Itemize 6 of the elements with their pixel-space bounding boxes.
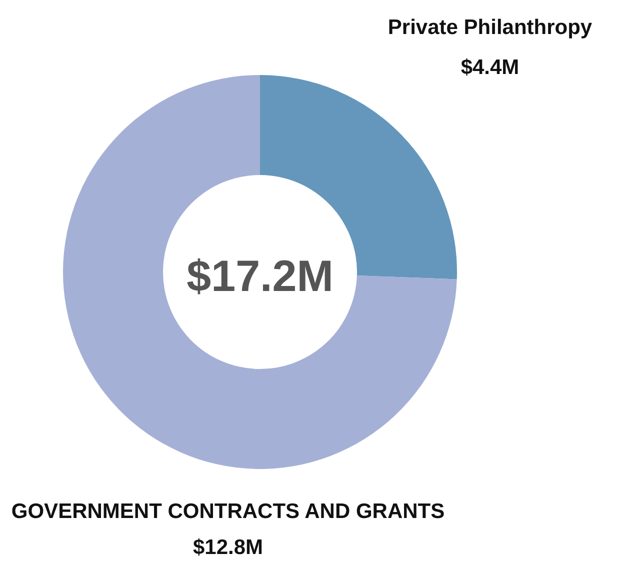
donut-slice bbox=[63, 75, 457, 469]
slice-label: GOVERNMENT CONTRACTS AND GRANTS bbox=[11, 500, 445, 523]
text: $17.2M bbox=[186, 252, 334, 301]
data-label: $12.8M bbox=[192, 536, 264, 559]
slice-label: Private Philanthropy bbox=[388, 16, 592, 39]
data-label: $4.4M bbox=[460, 56, 520, 79]
